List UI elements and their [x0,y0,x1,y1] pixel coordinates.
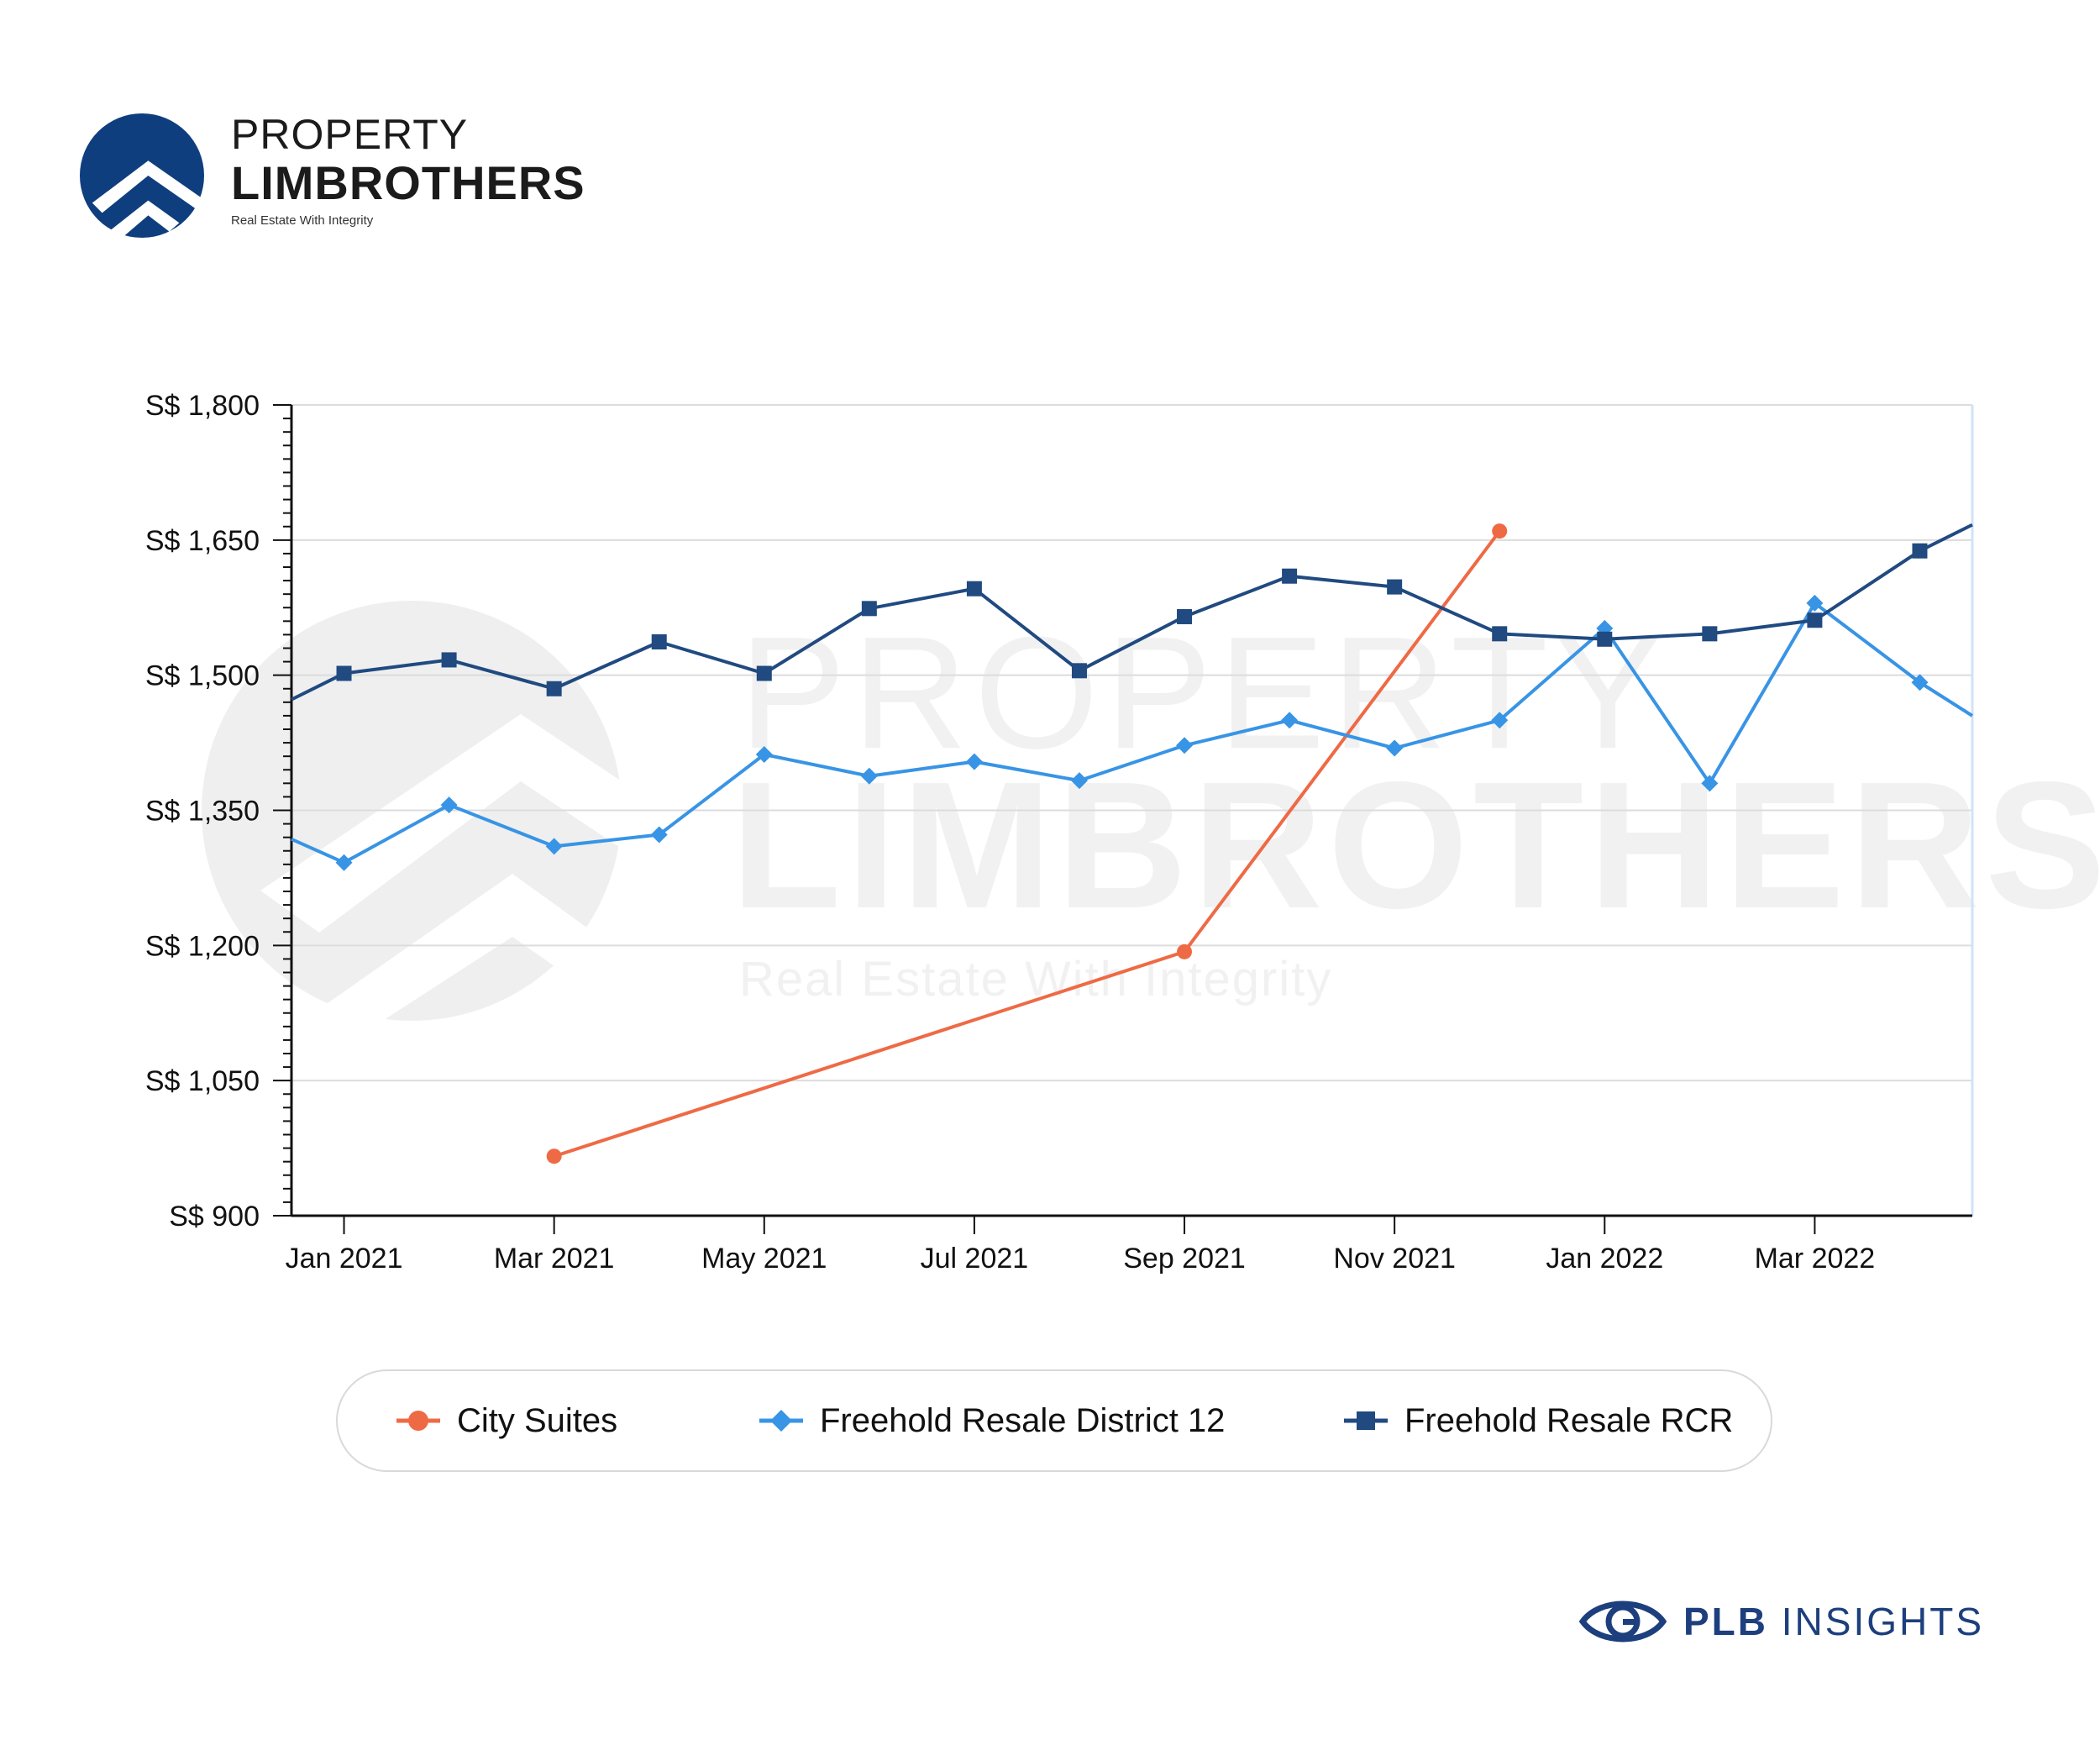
data-point-square [1597,631,1613,647]
data-point-diamond [545,838,563,855]
y-tick-label: S$ 1,500 [145,660,260,692]
data-point-square [1071,663,1087,679]
eye-icon [1579,1600,1667,1643]
data-point-diamond [755,746,773,764]
brand-header: PROPERTY LIMBROTHERS Real Estate With In… [80,109,585,244]
data-point-square [1702,626,1718,642]
y-tick-label: S$ 1,800 [145,390,260,422]
legend-item-city-suites[interactable]: City Suites [395,1371,617,1470]
series-freehold-resale-district-12 [291,594,1974,871]
data-point-circle [1177,943,1193,959]
brand-line2: LIMBROTHERS [231,156,585,209]
y-tick-label: S$ 1,350 [145,796,260,828]
data-point-diamond [860,767,878,785]
data-point-square [1177,608,1193,624]
brand-logo-icon [80,113,204,238]
data-point-diamond [1806,594,1824,612]
x-tick-label: Sep 2021 [1123,1243,1246,1275]
series-freehold-resale-rcr [291,523,1973,702]
watermark-chevron-upper [260,714,622,933]
legend-item-rcr[interactable]: Freehold Resale RCR [1342,1371,1733,1470]
data-point-diamond [1701,775,1719,792]
y-tick-label: S$ 1,200 [145,930,260,962]
data-point-diamond [1070,772,1088,790]
data-point-square [861,601,877,617]
axes [273,404,1972,1234]
x-tick-label: Mar 2022 [1755,1243,1876,1275]
brand-line1: PROPERTY [231,111,469,158]
data-point-circle [1492,523,1508,539]
footer-brand-rest: INSIGHTS [1781,1600,1985,1643]
x-tick-label: Jan 2021 [286,1243,403,1275]
x-tick-label: Jan 2022 [1546,1243,1663,1275]
y-tick-label: S$ 1,050 [145,1065,260,1097]
series-city-suites [546,523,1508,1164]
data-point-diamond [650,826,668,844]
footer-brand-bold: PLB [1683,1600,1768,1643]
legend: City Suites Freehold Resale District 12 … [336,1369,1772,1472]
data-point-diamond [965,753,983,770]
data-point-circle [546,1148,562,1164]
data-point-square [1807,612,1823,628]
footer-brand: PLB INSIGHTS [1579,1588,1984,1655]
data-point-diamond [1911,674,1929,691]
watermark-chevron-lower [302,874,588,1029]
legend-diamond-marker-icon [759,1410,803,1432]
data-point-diamond [1176,737,1194,754]
series-layer [291,523,1974,1164]
y-tick-label: S$ 1,650 [145,525,260,557]
y-tick-label: S$ 900 [169,1201,260,1233]
tick-labels: S$ 900 S$ 1,050 S$ 1,200 S$ 1,350 S$ 1,500 S$… [145,390,1875,1275]
data-point-square [966,581,982,597]
series-line [291,523,1973,702]
legend-circle-marker-icon [396,1411,440,1431]
series-line [291,601,1974,865]
watermark: PROPERTY LIMBROTHERS Real Estate With In… [202,601,2100,1029]
x-tick-label: Nov 2021 [1333,1243,1456,1275]
data-point-diamond [440,796,458,814]
legend-label-rcr: Freehold Resale RCR [1404,1401,1734,1439]
data-point-square [651,633,667,649]
x-tick-label: Jul 2021 [921,1243,1029,1275]
watermark-tagline: Real Estate With Integrity [739,952,1332,1007]
data-point-square [756,665,772,681]
x-tick-label: May 2021 [701,1243,827,1275]
data-point-square [336,665,352,681]
data-point-diamond [1491,712,1509,729]
legend-label-city-suites: City Suites [457,1401,618,1439]
watermark-line2: LIMBROTHERS [731,744,2100,946]
data-point-square [1387,579,1403,595]
data-point-square [546,681,562,696]
brand-wordmark: PROPERTY LIMBROTHERS Real Estate With In… [231,109,585,228]
data-point-square [441,652,457,668]
legend-label-district-12: Freehold Resale District 12 [820,1401,1226,1439]
data-point-square [1282,568,1298,584]
brand-tagline: Real Estate With Integrity [231,213,374,228]
x-tick-label: Mar 2021 [494,1243,615,1275]
footer-brand-text: PLB INSIGHTS [1683,1599,1984,1644]
data-point-square [1492,626,1508,642]
data-point-square [1912,543,1928,559]
data-point-diamond [1386,739,1404,757]
grid-lines [291,404,1974,1216]
data-point-diamond [1281,712,1299,729]
data-point-diamond [335,854,353,871]
legend-item-district-12[interactable]: Freehold Resale District 12 [758,1371,1225,1470]
legend-square-marker-icon [1344,1411,1388,1430]
